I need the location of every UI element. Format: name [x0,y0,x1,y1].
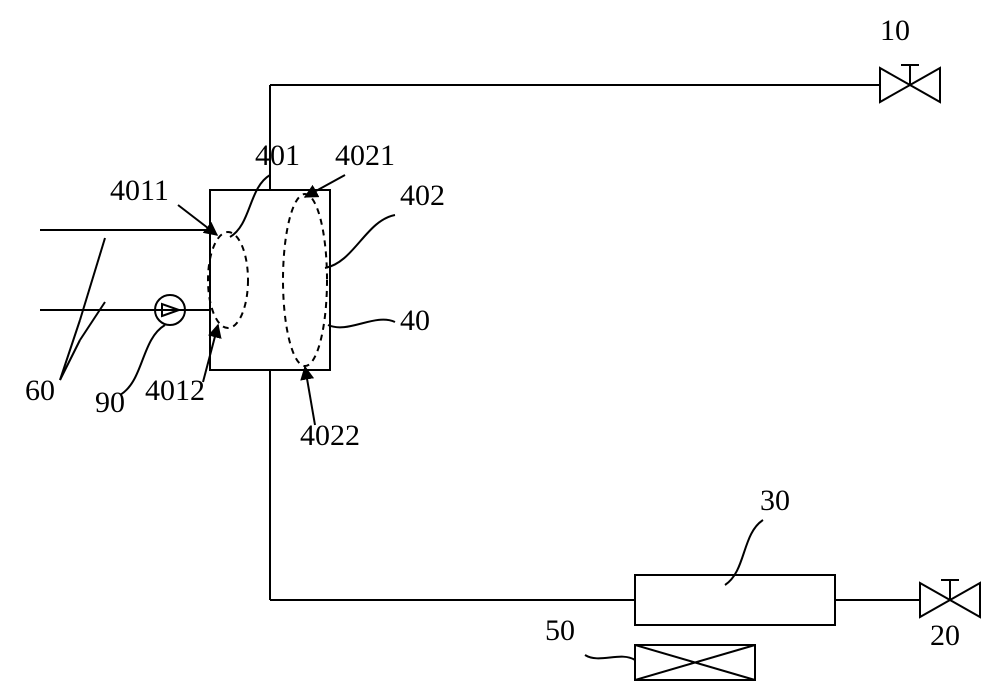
label-20: 20 [930,619,960,652]
component-40 [210,190,330,370]
label-50: 50 [545,614,575,647]
label-402: 402 [400,179,445,212]
label-4022: 4022 [300,419,360,452]
schematic-diagram: 10 20 30 40 50 60 90 401 402 4011 4012 4021 4022 [0,0,1000,691]
label-4012: 4012 [145,374,205,407]
port-401 [208,232,248,328]
leader-401 [230,175,270,237]
arrow-4022 [305,367,315,425]
component-30 [635,575,835,625]
label-401: 401 [255,139,300,172]
label-30: 30 [760,484,790,517]
leader-60d [60,340,80,380]
port-402 [283,194,327,366]
label-40: 40 [400,304,430,337]
leader-50 [585,655,635,660]
valve-20-tri-left [920,583,950,617]
leader-60c [60,320,80,380]
label-90: 90 [95,386,125,419]
leader-402 [325,215,395,268]
valve-20-tri-right [950,583,980,617]
label-60: 60 [25,374,55,407]
label-4011: 4011 [110,174,169,207]
label-10: 10 [880,14,910,47]
leader-40 [328,320,395,328]
valve-10-tri-right [910,68,940,102]
arrow-4021 [305,175,345,197]
valve-10-tri-left [880,68,910,102]
label-4021: 4021 [335,139,395,172]
